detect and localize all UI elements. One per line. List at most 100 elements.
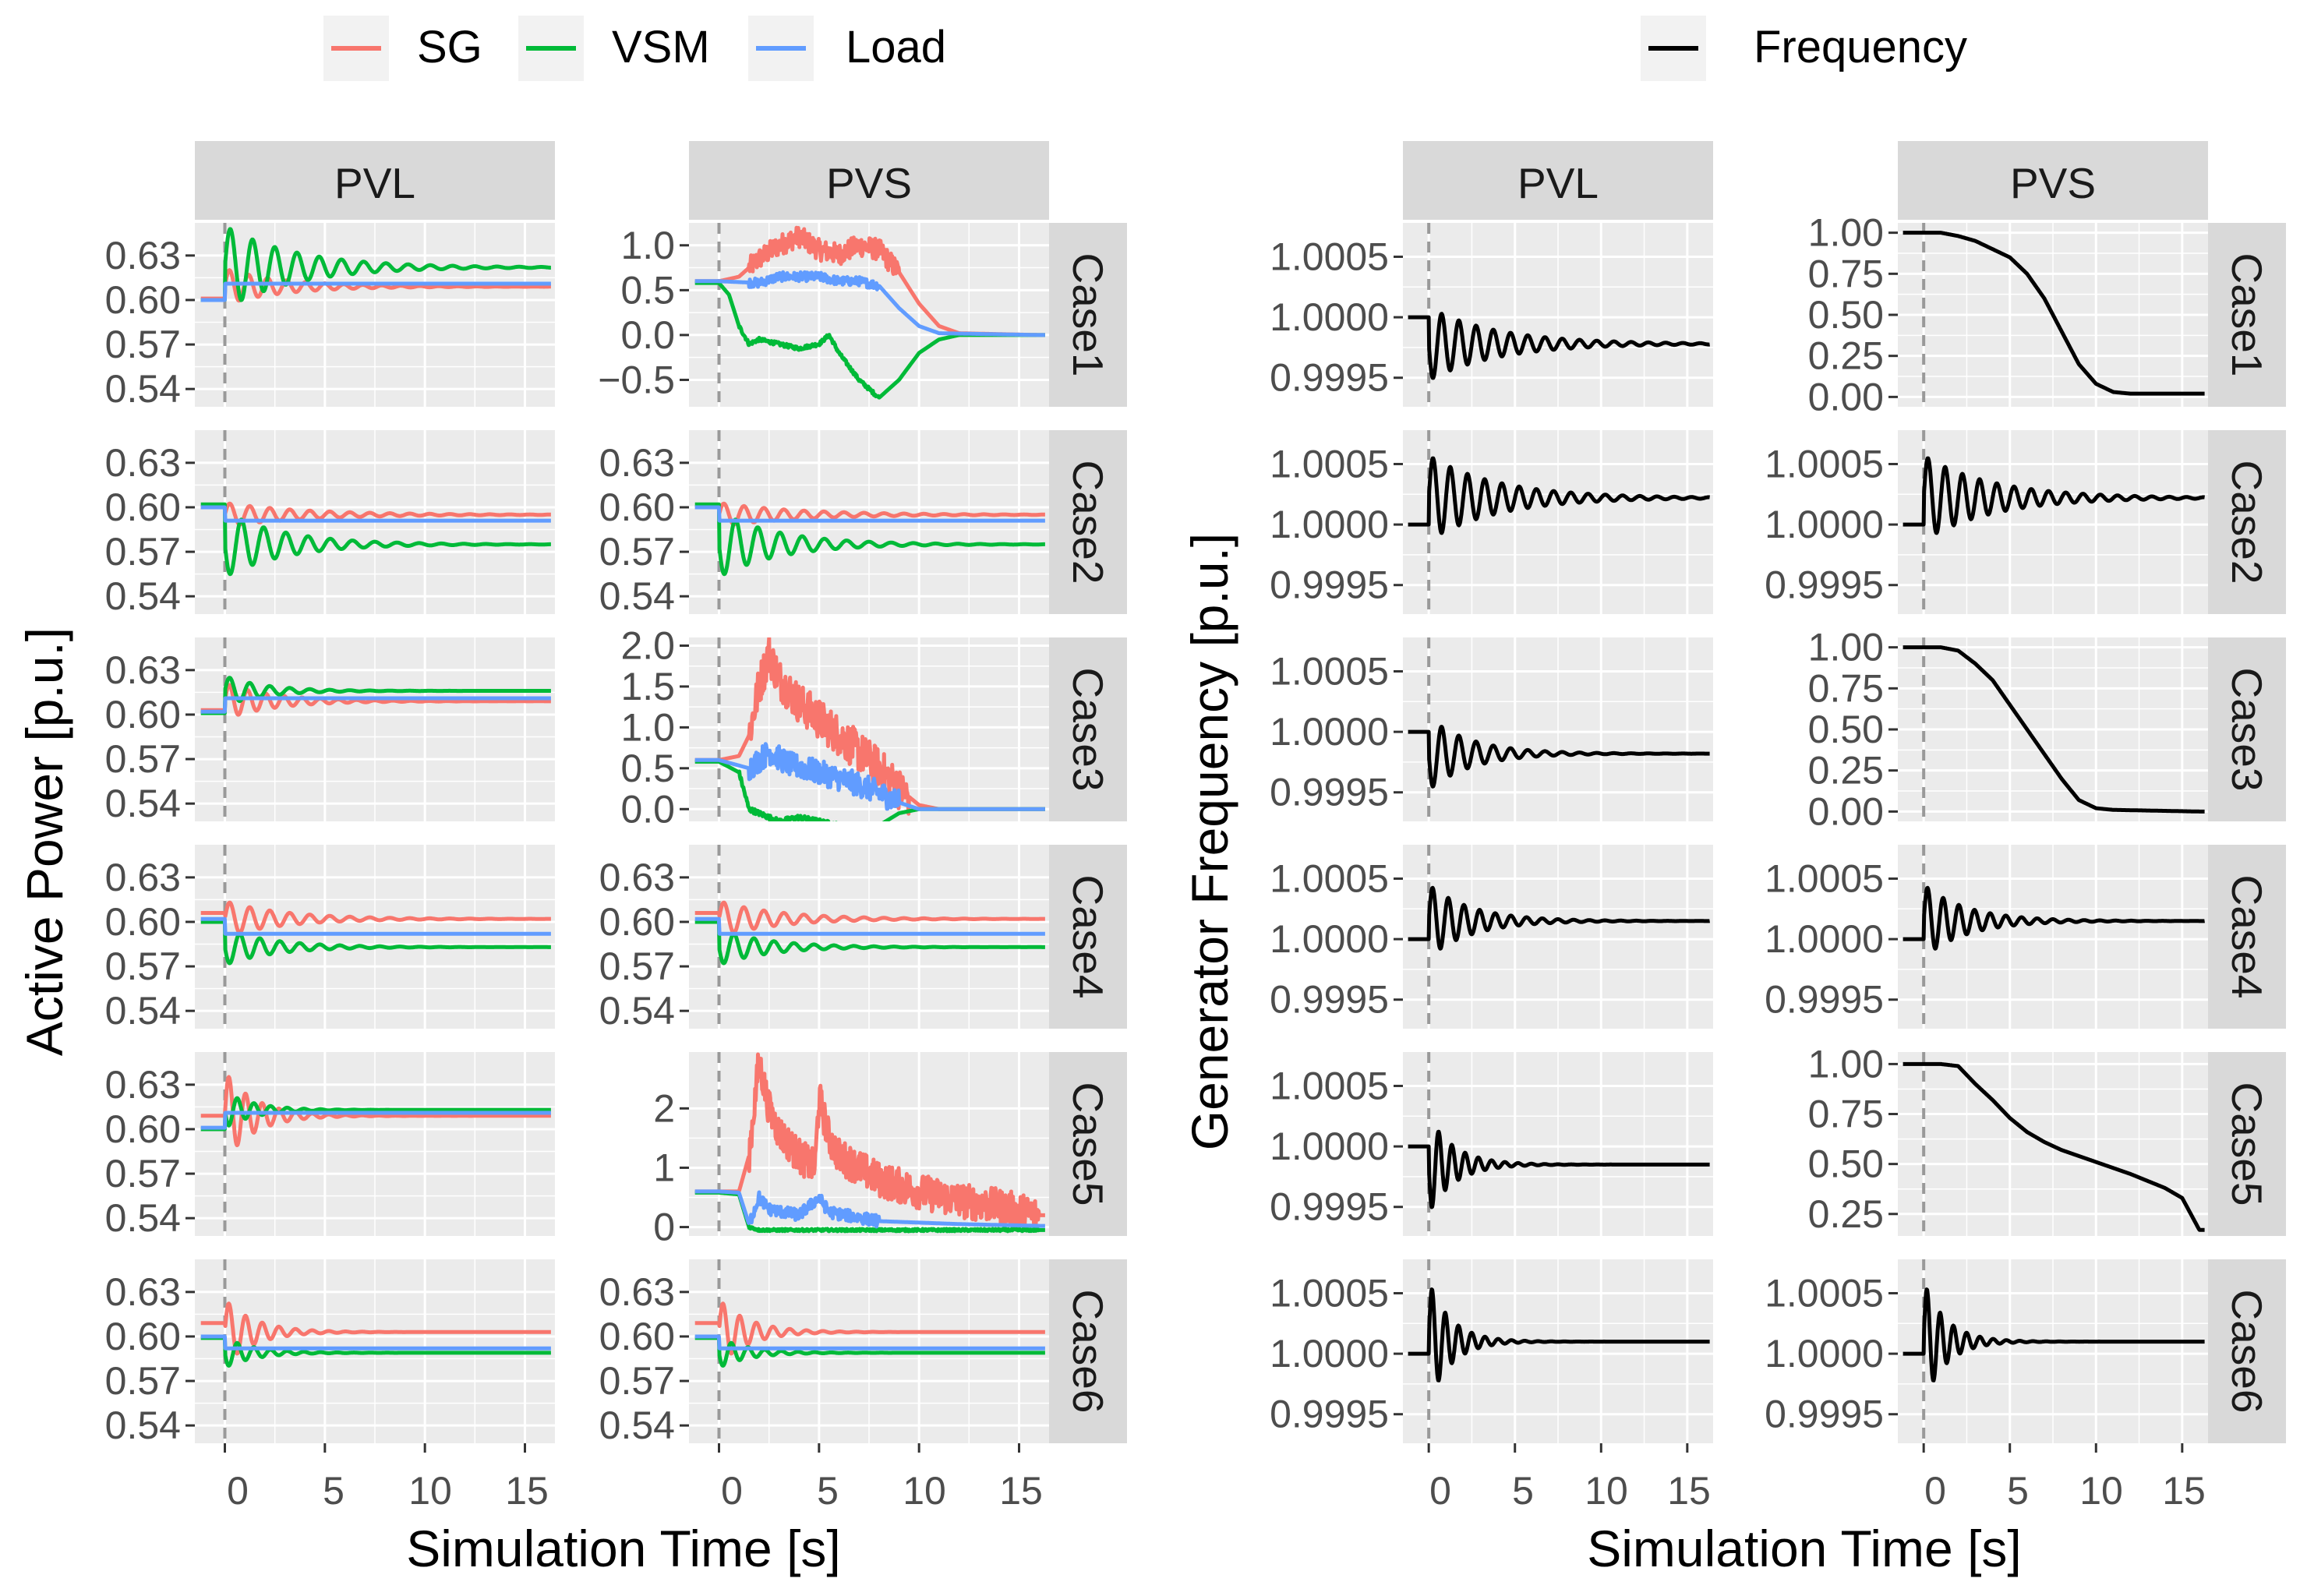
frequency-y-axis-title: Generator Frequency [p.u.]	[1181, 533, 1238, 1150]
series-line-load	[199, 505, 553, 523]
series-line-sg	[199, 268, 553, 303]
facet-panel-case3-pvl: 0.540.570.600.63	[105, 637, 555, 825]
facet-panel-case1-pvs: −0.50.00.51.0	[598, 223, 1049, 407]
y-tick-label: 1.0005	[1270, 442, 1389, 486]
y-tick-label: 1.0000	[1270, 710, 1389, 754]
series-line-frequency	[1901, 885, 2206, 951]
y-tick-label: 0.54	[599, 989, 675, 1033]
y-tick-label: 0.63	[105, 234, 181, 277]
y-tick-label: 0.54	[599, 1404, 675, 1447]
column-strips: PVL PVS PVL PVS	[195, 141, 2208, 220]
y-tick-label: 0.25	[1808, 749, 1884, 793]
facet-panel-case2-pvl: 0.540.570.600.63	[105, 430, 555, 618]
row-label-power-case6: Case6	[1064, 1290, 1112, 1414]
facet-panel-case3-pvs: 0.000.250.500.751.00	[1808, 626, 2208, 833]
y-tick-label: 0.63	[105, 1270, 181, 1314]
power-y-axis-title: Active Power [p.u.]	[16, 627, 73, 1056]
row-strip-power-case3	[1049, 637, 1127, 821]
y-tick-label: 1.0000	[1765, 503, 1884, 546]
series-line-frequency	[1901, 456, 2206, 535]
x-tick-label: 10	[1585, 1469, 1628, 1513]
y-tick-label: 0.57	[105, 737, 181, 781]
facet-panel-case5-pvl: 0.9995 1.0000 1.0005	[1270, 1052, 1713, 1236]
y-tick-label: 0.00	[1808, 375, 1884, 418]
y-tick-label: 1.0005	[1270, 1064, 1389, 1107]
series-line-sg	[693, 1301, 1047, 1356]
row-strip-power-case4	[1049, 845, 1127, 1029]
row-strip-frequency-case5	[2208, 1052, 2286, 1236]
series-line-frequency	[1406, 885, 1712, 951]
frequency-legend: Frequency	[1641, 16, 1967, 81]
row-label-frequency-case4: Case4	[2223, 875, 2271, 999]
series-line-vsm	[199, 227, 553, 302]
series-line-load	[693, 270, 1047, 337]
facet-panel-case3-pvs: 0.00.51.01.52.0	[620, 623, 1049, 831]
series-line-load	[199, 696, 553, 714]
y-tick-label: 0.54	[105, 1404, 181, 1447]
series-line-vsm	[199, 502, 553, 577]
y-tick-label: 0.60	[105, 1107, 181, 1151]
y-tick-label: 0.57	[105, 530, 181, 574]
y-tick-label: 0.60	[105, 278, 181, 322]
strip-label-frequency-pvl: PVL	[1517, 159, 1599, 207]
x-tick-label: 5	[817, 1469, 839, 1513]
y-tick-label: 0.9995	[1270, 356, 1389, 400]
y-tick-label: 0.60	[105, 1315, 181, 1358]
y-tick-label: 1	[653, 1146, 675, 1189]
y-tick-label: 0.54	[105, 782, 181, 825]
y-tick-label: 0.60	[105, 486, 181, 529]
y-tick-label: 0.9995	[1765, 978, 1884, 1022]
y-tick-label: 1.0005	[1270, 1271, 1389, 1315]
x-tick-label: 10	[903, 1469, 946, 1513]
x-tick-label: 5	[1512, 1469, 1534, 1513]
x-tick-label: 15	[2162, 1469, 2206, 1513]
facet-panel-case1-pvl: 0.9995 1.0000 1.0005	[1270, 223, 1713, 407]
y-tick-label: 0.57	[599, 945, 675, 988]
series-line-sg	[199, 900, 553, 935]
series-line-vsm	[693, 502, 1047, 577]
y-tick-label: 1.0005	[1765, 1271, 1884, 1315]
row-strip-frequency-case1	[2208, 223, 2286, 407]
row-strip-power-case6	[1049, 1259, 1127, 1443]
series-line-frequency	[1901, 645, 2206, 814]
y-tick-label: 0.60	[105, 693, 181, 736]
y-tick-label: 1.0005	[1270, 649, 1389, 693]
y-tick-label: 1.0000	[1270, 295, 1389, 339]
strip-power-pvl	[195, 141, 555, 220]
series-line-load	[199, 281, 553, 302]
y-tick-label: 0.0	[620, 313, 675, 357]
series-line-load	[693, 1189, 1047, 1229]
y-tick-label: 0.50	[1808, 293, 1884, 337]
strip-frequency-pvs	[1898, 141, 2208, 220]
y-tick-label: 0.25	[1808, 1192, 1884, 1236]
y-tick-label: 1.00	[1808, 1042, 1884, 1086]
series-line-sg	[693, 1052, 1047, 1232]
row-strip-frequency-case3	[2208, 637, 2286, 821]
y-tick-label: 0	[653, 1206, 675, 1249]
y-tick-label: 0.60	[105, 900, 181, 944]
x-tick-label: 0	[721, 1469, 743, 1513]
y-tick-label: 1.00	[1808, 211, 1884, 255]
y-tick-label: 0.75	[1808, 1093, 1884, 1136]
facet-panel-case2-pvl: 0.9995 1.0000 1.0005	[1270, 430, 1713, 614]
y-tick-label: 0.9995	[1270, 563, 1389, 607]
legend-label-frequency: Frequency	[1754, 22, 1967, 72]
row-strip-power-case1	[1049, 223, 1127, 407]
y-tick-label: 1.0000	[1270, 1332, 1389, 1375]
row-strip-power-case2	[1049, 430, 1127, 614]
series-line-frequency	[1901, 1061, 2206, 1232]
y-tick-label: 0.9995	[1270, 978, 1389, 1022]
row-label-frequency-case1: Case1	[2223, 253, 2271, 377]
y-tick-label: 0.9995	[1765, 1393, 1884, 1436]
y-tick-label: 0.60	[599, 900, 675, 944]
series-line-frequency	[1901, 231, 2206, 396]
x-tick-labels: 0 5 10 15 0 5 10 15 0 5 10 15 0 5 10 15	[227, 1469, 2206, 1513]
y-tick-label: 0.25	[1808, 334, 1884, 378]
series-line-frequency	[1406, 312, 1712, 380]
y-tick-label: 1.0005	[1765, 442, 1884, 486]
x-tick-label: 5	[2007, 1469, 2029, 1513]
frequency-x-axis-title: Simulation Time [s]	[1587, 1520, 2022, 1577]
y-tick-label: 0.54	[599, 574, 675, 618]
y-tick-label: 0.9995	[1270, 1393, 1389, 1436]
